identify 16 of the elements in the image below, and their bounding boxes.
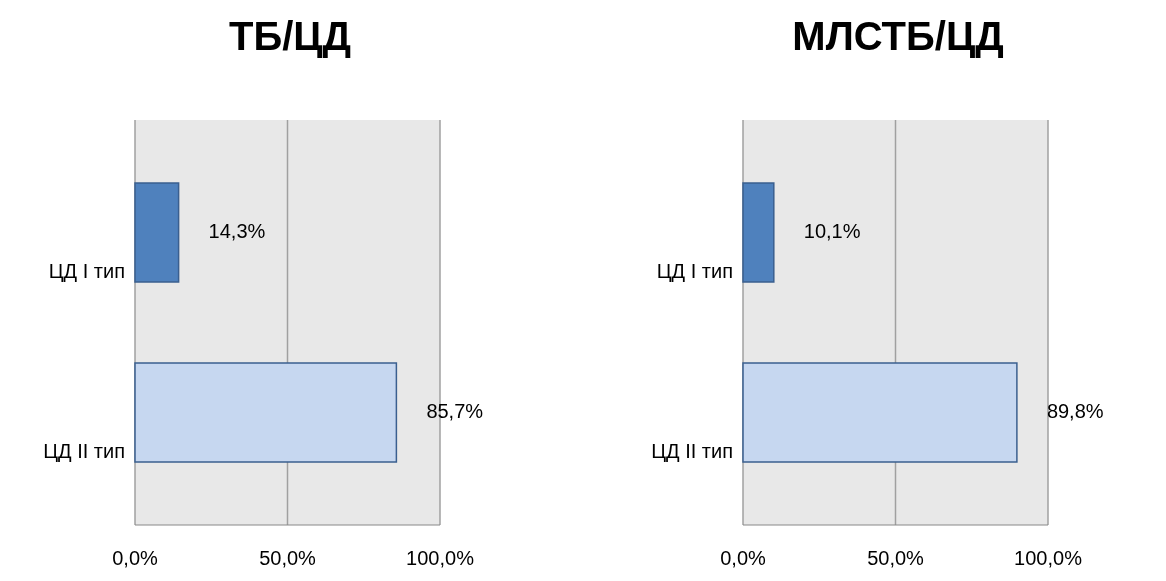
y-tick-label: ЦД II тип: [651, 439, 733, 462]
chart-title: МЛСТБ/ЦД: [792, 14, 1004, 58]
data-label: 14,3%: [208, 219, 266, 242]
y-tick-label: ЦД I тип: [48, 259, 125, 282]
x-tick-label: 100,0%: [406, 547, 475, 569]
data-label: 89,8%: [1046, 399, 1104, 422]
x-tick-label: 50,0%: [867, 547, 925, 569]
x-tick-label: 100,0%: [1014, 547, 1083, 569]
data-label: 85,7%: [426, 399, 484, 422]
x-tick-label: 0,0%: [112, 547, 159, 569]
y-tick-label: ЦД II тип: [43, 439, 125, 462]
data-label: 10,1%: [803, 219, 861, 242]
x-tick-label: 0,0%: [720, 547, 767, 569]
y-tick-label: ЦД I тип: [656, 259, 733, 282]
chart-title: ТБ/ЦД: [228, 14, 352, 58]
x-tick-label: 50,0%: [259, 547, 317, 569]
